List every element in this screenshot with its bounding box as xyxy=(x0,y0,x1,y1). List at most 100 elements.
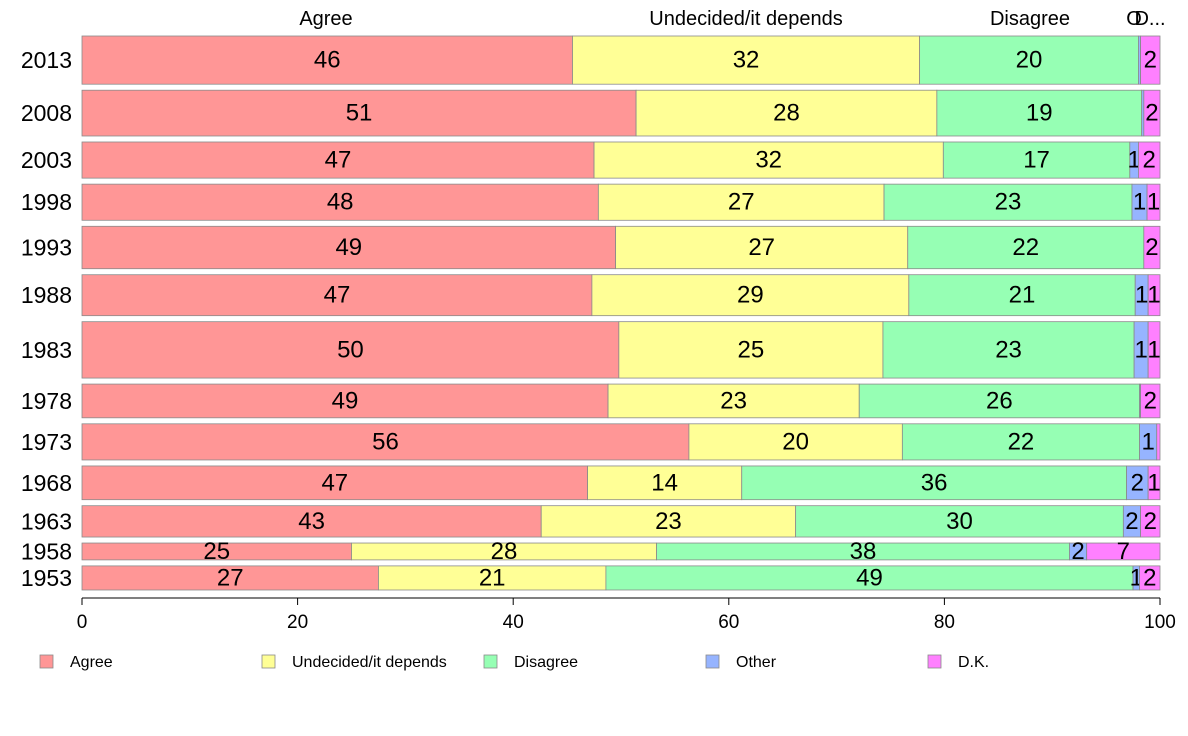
year-label-1968: 1968 xyxy=(21,470,72,496)
data-label-undecided-it-depends-2003: 32 xyxy=(755,147,782,174)
data-label-disagree-1973: 22 xyxy=(1008,428,1035,455)
data-label-disagree-2008: 19 xyxy=(1026,100,1053,127)
top-label-o: O xyxy=(1126,8,1142,30)
data-label-agree-1973: 56 xyxy=(372,428,399,455)
top-label-agree: Agree xyxy=(299,8,352,30)
data-label-disagree-1968: 36 xyxy=(921,469,948,496)
data-label-d-k-1978: 2 xyxy=(1144,387,1157,414)
x-tick-label-80: 80 xyxy=(934,612,955,633)
data-label-undecided-it-depends-1993: 27 xyxy=(748,234,775,261)
legend-swatch-other xyxy=(705,654,720,669)
data-label-undecided-it-depends-1998: 27 xyxy=(728,189,755,216)
data-label-other-1958: 2 xyxy=(1071,538,1084,565)
data-label-d-k-1968: 1 xyxy=(1147,469,1160,496)
data-label-disagree-1983: 23 xyxy=(995,336,1022,363)
bar-agree-1988 xyxy=(81,274,593,317)
data-label-other-2003: 1 xyxy=(1127,147,1140,174)
x-tick-label-0: 0 xyxy=(77,612,88,633)
legend-swatch-disagree xyxy=(483,654,498,669)
bar-undecided-it-depends-1988 xyxy=(591,274,910,317)
data-label-other-1973: 1 xyxy=(1141,428,1154,455)
data-label-disagree-1958: 38 xyxy=(850,538,877,565)
data-label-agree-1983: 50 xyxy=(337,336,364,363)
bar-disagree-1993 xyxy=(907,225,1145,270)
data-label-d-k-1988: 1 xyxy=(1147,282,1160,309)
x-tick-label-60: 60 xyxy=(718,612,739,633)
data-label-disagree-1988: 21 xyxy=(1009,282,1036,309)
data-label-d-k-2008: 2 xyxy=(1145,100,1158,127)
year-label-2003: 2003 xyxy=(21,147,72,173)
bar-undecided-it-depends-1998 xyxy=(597,183,885,221)
data-label-disagree-1953: 49 xyxy=(856,564,883,591)
data-label-disagree-1998: 23 xyxy=(995,189,1022,216)
bar-d-k-1993 xyxy=(1143,225,1161,270)
top-label-undecided-it-depends: Undecided/it depends xyxy=(649,8,842,30)
data-label-d-k-2003: 2 xyxy=(1143,147,1156,174)
bar-d-k-1963 xyxy=(1140,505,1161,538)
data-label-d-k-2013: 2 xyxy=(1144,47,1157,74)
data-label-agree-2003: 47 xyxy=(325,147,352,174)
bar-disagree-1978 xyxy=(858,383,1140,419)
data-label-agree-1968: 47 xyxy=(321,469,348,496)
data-label-other-1983: 1 xyxy=(1134,336,1147,363)
x-tick-label-40: 40 xyxy=(503,612,524,633)
top-label-d: D... xyxy=(1134,8,1165,30)
bar-undecided-it-depends-2008 xyxy=(635,89,938,137)
bar-undecided-it-depends-1983 xyxy=(618,321,884,379)
data-label-disagree-1993: 22 xyxy=(1012,234,1039,261)
bar-d-k-1968 xyxy=(1147,465,1161,501)
bar-d-k-2003 xyxy=(1138,141,1161,179)
data-label-undecided-it-depends-1988: 29 xyxy=(737,282,764,309)
data-label-disagree-1963: 30 xyxy=(946,508,973,535)
year-label-1963: 1963 xyxy=(21,508,72,534)
year-label-1958: 1958 xyxy=(21,538,72,564)
legend-label-disagree: Disagree xyxy=(514,654,578,671)
bar-disagree-1973 xyxy=(901,423,1140,461)
year-label-1953: 1953 xyxy=(21,565,72,591)
bar-d-k-1998 xyxy=(1146,183,1161,221)
data-label-disagree-2013: 20 xyxy=(1016,47,1043,74)
data-label-agree-1953: 27 xyxy=(217,564,244,591)
legend-swatch-undecided-it-depends xyxy=(261,654,276,669)
data-label-other-1998: 1 xyxy=(1133,189,1146,216)
data-label-d-k-1958: 7 xyxy=(1117,538,1130,565)
legend-swatch-agree xyxy=(39,654,54,669)
top-label-disagree: Disagree xyxy=(990,8,1070,30)
data-label-undecided-it-depends-1983: 25 xyxy=(738,336,765,363)
bar-agree-1963 xyxy=(81,505,542,538)
year-label-1978: 1978 xyxy=(21,388,72,414)
data-label-other-1963: 2 xyxy=(1125,508,1138,535)
bar-disagree-1953 xyxy=(605,565,1134,591)
bar-undecided-it-depends-1968 xyxy=(587,465,743,501)
data-label-d-k-1963: 2 xyxy=(1144,508,1157,535)
bar-disagree-1988 xyxy=(908,274,1136,317)
bar-disagree-2003 xyxy=(942,141,1131,179)
data-label-undecided-it-depends-1953: 21 xyxy=(479,564,506,591)
bar-d-k-1973 xyxy=(1156,423,1161,461)
data-label-agree-1978: 49 xyxy=(332,387,359,414)
bar-undecided-it-depends-1973 xyxy=(688,423,903,461)
bar-d-k-1953 xyxy=(1139,565,1161,591)
year-label-1998: 1998 xyxy=(21,189,72,215)
data-label-agree-2008: 51 xyxy=(346,100,373,127)
year-label-1973: 1973 xyxy=(21,429,72,455)
legend-label-d-k: D.K. xyxy=(958,654,989,671)
legend-label-undecided-it-depends: Undecided/it depends xyxy=(292,654,447,671)
bar-undecided-it-depends-1993 xyxy=(615,225,909,270)
data-label-agree-2013: 46 xyxy=(314,47,341,74)
data-label-d-k-1953: 2 xyxy=(1143,564,1156,591)
bar-agree-1993 xyxy=(81,225,617,270)
bar-disagree-1998 xyxy=(883,183,1133,221)
bar-undecided-it-depends-2013 xyxy=(572,35,921,85)
data-label-agree-1958: 25 xyxy=(203,538,230,565)
bar-agree-1978 xyxy=(81,383,609,419)
data-label-undecided-it-depends-1968: 14 xyxy=(651,469,678,496)
data-label-agree-1988: 47 xyxy=(324,282,351,309)
bar-disagree-2008 xyxy=(936,89,1143,137)
bar-agree-2008 xyxy=(81,89,637,137)
data-label-agree-1993: 49 xyxy=(335,234,362,261)
data-label-undecided-it-depends-1973: 20 xyxy=(782,428,809,455)
data-label-d-k-1983: 1 xyxy=(1147,336,1160,363)
bar-undecided-it-depends-1953 xyxy=(378,565,607,591)
